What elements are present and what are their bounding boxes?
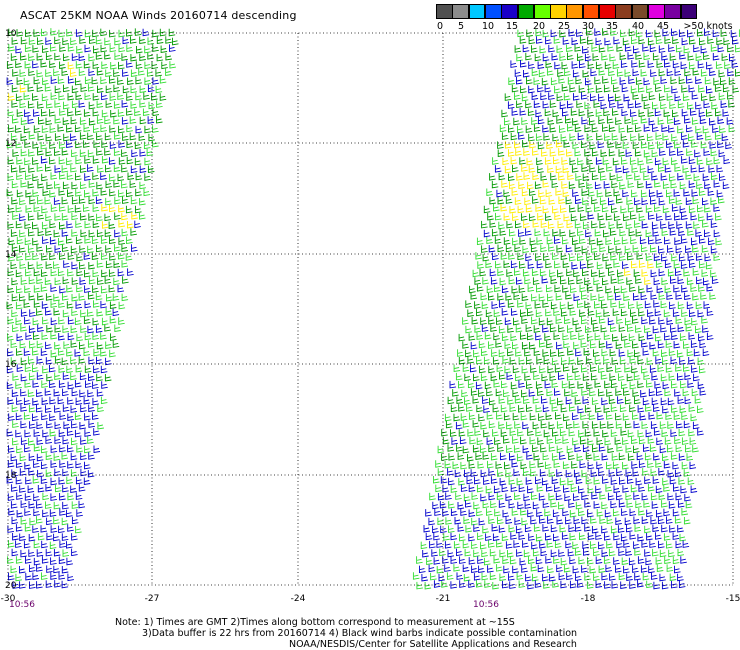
swath-time: 10:56 <box>473 600 499 610</box>
scale-swatch <box>680 4 698 19</box>
scale-swatch <box>452 4 470 19</box>
scale-label: 40 <box>631 21 645 32</box>
wind-barb-set <box>8 61 138 229</box>
scale-label: 45 <box>656 21 670 32</box>
wind-barb-set <box>419 28 739 590</box>
lat-label: 10 <box>5 29 17 39</box>
scale-label: 25 <box>557 21 571 32</box>
scale-swatch <box>501 4 518 19</box>
scale-swatch <box>533 4 551 19</box>
scale-label: 10 <box>481 21 495 32</box>
scale-label: 35 <box>605 21 619 32</box>
scale-swatch <box>664 4 681 19</box>
lon-label: -21 <box>436 594 451 604</box>
scale-label: 30 <box>581 21 595 32</box>
swath-time: 10:56 <box>9 600 35 610</box>
scale-swatch <box>599 4 616 19</box>
scale-swatch <box>436 4 453 19</box>
wind-barb-set <box>412 28 740 590</box>
lon-label: -27 <box>145 594 160 604</box>
lon-label: -30 <box>1 594 16 604</box>
scale-swatch <box>484 4 502 19</box>
note-line-3: NOAA/NESDIS/Center for Satellite Applica… <box>289 639 577 650</box>
scale-swatch <box>582 4 600 19</box>
note-line-2: 3)Data buffer is 22 hrs from 20160714 4)… <box>142 628 578 639</box>
scale-swatch <box>647 4 665 19</box>
lon-label: -15 <box>726 594 740 604</box>
wind-barb-set <box>500 140 654 285</box>
footnotes: Note: 1) Times are GMT 2)Times along bot… <box>115 617 577 650</box>
scale-swatch <box>615 4 633 19</box>
wind-barb-set <box>441 28 740 470</box>
wind-barb-set <box>6 28 176 582</box>
lat-label: 20 <box>5 581 17 591</box>
scale-swatch <box>550 4 567 19</box>
scale-label: 15 <box>505 21 519 32</box>
wind-barb-set <box>6 28 179 382</box>
scale-label: 5 <box>457 21 465 32</box>
scale-swatch <box>517 4 535 19</box>
scale-swatch <box>566 4 584 19</box>
lon-label: -18 <box>581 594 596 604</box>
note-line-1: Note: 1) Times are GMT 2)Times along bot… <box>115 617 515 628</box>
lat-label: 16 <box>5 360 17 370</box>
scale-swatch <box>631 4 649 19</box>
scale-label: 0 <box>436 21 444 32</box>
scale-swatch <box>468 4 486 19</box>
lon-label: -24 <box>291 594 306 604</box>
lat-label: 18 <box>5 471 17 481</box>
wind-barb-set <box>6 28 176 589</box>
scale-label: >50 knots <box>683 21 733 32</box>
wind-barbs <box>6 28 740 590</box>
map-grid <box>7 32 734 586</box>
page-title: ASCAT 25KM NOAA Winds 20160714 descendin… <box>20 9 297 22</box>
scale-label: 20 <box>532 21 546 32</box>
map-labels: -30 -27 -24 -21 -18 -15 10 12 14 16 18 20 10:56 10:56 <box>1 29 740 610</box>
lat-label: 14 <box>5 250 17 260</box>
lat-label: 12 <box>5 139 16 149</box>
